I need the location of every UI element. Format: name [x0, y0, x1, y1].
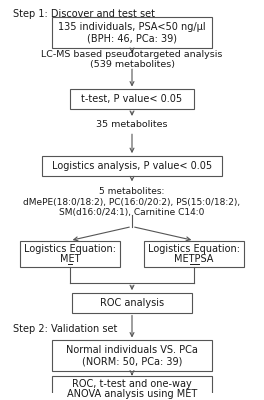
Text: Logistics Equation:: Logistics Equation:	[148, 244, 240, 254]
FancyBboxPatch shape	[20, 241, 120, 267]
Text: ROC, t-test and one-way: ROC, t-test and one-way	[72, 379, 192, 389]
Text: 5 metabolites:
dMePE(18:0/18:2), PC(16:0/20:2), PS(15:0/18:2),
SM(d16:0/24:1), C: 5 metabolites: dMePE(18:0/18:2), PC(16:0…	[23, 187, 241, 217]
Text: Logistics analysis, P value< 0.05: Logistics analysis, P value< 0.05	[52, 161, 212, 171]
FancyBboxPatch shape	[144, 241, 244, 267]
FancyBboxPatch shape	[43, 156, 221, 176]
Text: 35 metabolites: 35 metabolites	[96, 120, 168, 129]
Text: Step 2: Validation set: Step 2: Validation set	[13, 324, 117, 334]
Text: Logistics Equation:: Logistics Equation:	[24, 244, 116, 254]
Text: Step 1: Discover and test set: Step 1: Discover and test set	[13, 9, 155, 19]
Text: METPSA: METPSA	[175, 254, 214, 264]
Text: ANOVA analysis using MET: ANOVA analysis using MET	[67, 389, 197, 399]
FancyBboxPatch shape	[70, 90, 194, 109]
Text: ROC analysis: ROC analysis	[100, 298, 164, 308]
Text: (BPH: 46, PCa: 39): (BPH: 46, PCa: 39)	[87, 33, 177, 43]
Text: LC-MS based pseudotargeted analysis
(539 metabolites): LC-MS based pseudotargeted analysis (539…	[41, 50, 223, 70]
FancyBboxPatch shape	[53, 340, 211, 371]
FancyBboxPatch shape	[53, 376, 211, 400]
Text: (NORM: 50, PCa: 39): (NORM: 50, PCa: 39)	[82, 356, 182, 366]
FancyBboxPatch shape	[53, 17, 211, 48]
Text: MET: MET	[60, 254, 80, 264]
Text: Normal individuals VS. PCa: Normal individuals VS. PCa	[66, 345, 198, 355]
Text: 135 individuals, PSA<50 ng/μl: 135 individuals, PSA<50 ng/μl	[58, 22, 206, 32]
Text: t-test, P value< 0.05: t-test, P value< 0.05	[81, 94, 183, 104]
FancyBboxPatch shape	[72, 293, 192, 313]
